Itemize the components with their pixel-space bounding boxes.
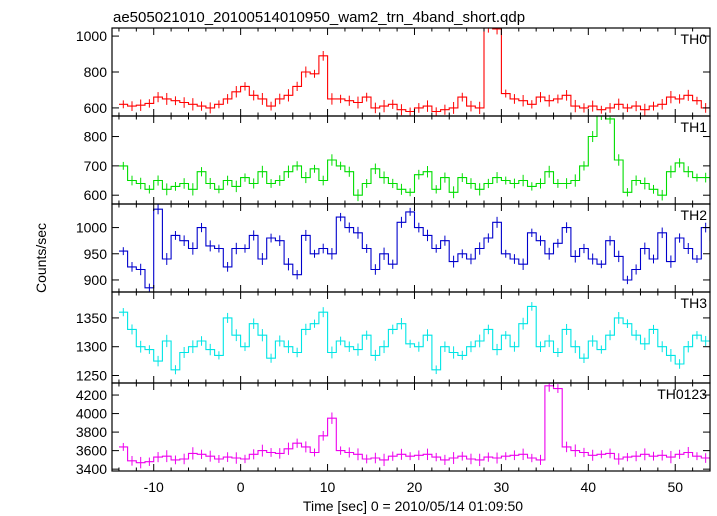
panel-frame — [111, 382, 711, 472]
step-line — [119, 28, 710, 113]
y-tick-label: 1300 — [76, 339, 107, 355]
y-axis-label: Counts/sec — [33, 223, 49, 293]
series-th3 — [119, 302, 710, 375]
panel-th3: 1250 1300 1350 TH3 — [76, 291, 711, 384]
y-tick-label: 800 — [84, 64, 108, 80]
step-line — [119, 305, 710, 371]
panel-label: TH0123 — [657, 386, 707, 402]
x-tick-label: 20 — [407, 479, 423, 495]
panel-th2: 900 950 1000 TH2 — [76, 203, 711, 293]
chart-title: ae505021010_20100514010950_wam2_trn_4ban… — [113, 9, 525, 26]
y-tick-label: 1350 — [76, 310, 107, 326]
panel-th0: 600 800 1000 TH0 — [76, 27, 711, 117]
panels: 600 800 1000 TH0 600 700 800 TH1 900 950 1000 TH2 12… — [76, 27, 711, 495]
x-tick-label: -10 — [144, 479, 164, 495]
panel-label: TH2 — [681, 207, 708, 223]
y-tick-label: 800 — [84, 129, 108, 145]
x-axis-label: Time [sec] 0 = 2010/05/14 01:09:50 — [303, 498, 523, 514]
y-tick-label: 3600 — [76, 443, 107, 459]
step-line — [119, 116, 710, 196]
y-tick-label: 600 — [84, 100, 108, 116]
step-line — [119, 385, 710, 464]
y-tick-label: 1000 — [76, 28, 107, 44]
panel-th0123: 3400 3600 3800 4000 4200 TH0123 — [76, 382, 711, 477]
panel-label: TH0 — [681, 31, 708, 47]
panel-th1: 600 700 800 TH1 — [84, 115, 711, 205]
y-tick-label: 4200 — [76, 387, 107, 403]
series-th2 — [119, 204, 710, 292]
series-th0123 — [119, 383, 710, 469]
y-tick-label: 4000 — [76, 406, 107, 422]
panel-label: TH3 — [681, 295, 708, 311]
x-tick-label: 10 — [320, 479, 336, 495]
y-tick-label: 1000 — [76, 220, 107, 236]
y-tick-label: 950 — [84, 246, 108, 262]
series-th1 — [119, 116, 710, 202]
y-tick-label: 700 — [84, 158, 108, 174]
x-tick-label: 50 — [667, 479, 683, 495]
y-tick-label: 900 — [84, 272, 108, 288]
panel-label: TH1 — [681, 119, 708, 135]
x-tick-label: 30 — [494, 479, 510, 495]
y-tick-label: 1250 — [76, 368, 107, 384]
panel-frame — [111, 203, 711, 293]
step-line — [119, 208, 710, 289]
x-tick-label: 0 — [237, 479, 245, 495]
y-tick-label: 3800 — [76, 424, 107, 440]
x-tick-label: 40 — [581, 479, 597, 495]
series-th0 — [119, 28, 710, 116]
y-tick-label: 600 — [84, 187, 108, 203]
y-tick-label: 3400 — [76, 461, 107, 477]
